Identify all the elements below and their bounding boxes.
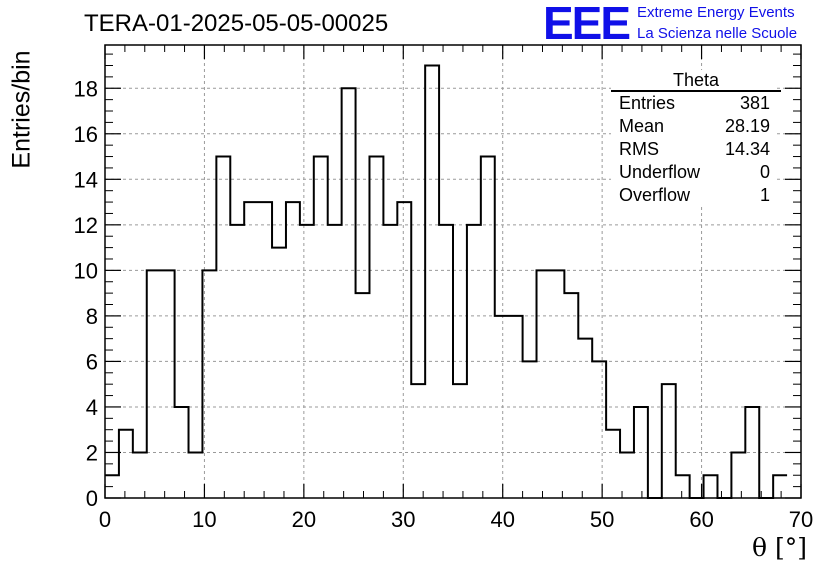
histogram-bin bbox=[731, 452, 745, 498]
y-tick-label: 0 bbox=[86, 486, 98, 511]
y-tick-label: 16 bbox=[74, 122, 98, 147]
stats-label: RMS bbox=[619, 139, 659, 159]
stats-value: 14.34 bbox=[724, 139, 770, 159]
histogram-bin bbox=[523, 361, 537, 498]
y-tick-label: 8 bbox=[86, 304, 98, 329]
eee-logo: EEE bbox=[543, 0, 631, 49]
x-axis-label: θ [°] bbox=[752, 533, 808, 562]
stats-title: Theta bbox=[611, 70, 781, 92]
chart-title: TERA-01-2025-05-05-00025 bbox=[84, 10, 389, 37]
x-tick-label: 0 bbox=[99, 507, 111, 532]
stats-row-mean: Mean 28.19 bbox=[611, 115, 777, 138]
y-tick-label: 18 bbox=[74, 76, 98, 101]
x-tick-label: 40 bbox=[490, 507, 514, 532]
x-tick-labels: 0 10 20 30 40 50 60 70 bbox=[99, 507, 813, 532]
stats-label: Mean bbox=[619, 116, 665, 136]
histogram-bin bbox=[537, 270, 551, 498]
x-tick-label: 20 bbox=[292, 507, 316, 532]
y-tick-label: 12 bbox=[74, 213, 98, 238]
logo-tagline-1: Extreme Energy Events bbox=[637, 4, 795, 21]
histogram-bin bbox=[676, 475, 690, 498]
histogram-bin bbox=[550, 270, 564, 498]
stats-label: Underflow bbox=[619, 162, 701, 182]
histogram-bin bbox=[314, 157, 328, 498]
histogram-bin bbox=[161, 270, 175, 498]
plot-frame bbox=[104, 44, 802, 499]
stats-value: 0 bbox=[759, 162, 770, 182]
y-tick-labels: 0 2 4 6 8 10 12 14 16 18 bbox=[74, 76, 98, 511]
stats-box: Theta Entries 381 Mean 28.19 RMS 14.34 U… bbox=[611, 70, 781, 207]
histogram-bin bbox=[189, 452, 203, 498]
y-tick-label: 6 bbox=[86, 349, 98, 374]
histogram-bin bbox=[356, 293, 370, 498]
histogram-bin bbox=[453, 384, 467, 498]
y-tick-label: 10 bbox=[74, 258, 98, 283]
stats-row-entries: Entries 381 bbox=[611, 92, 777, 115]
histogram-outline bbox=[105, 64, 788, 499]
histogram-bin bbox=[147, 270, 161, 498]
x-tick-label: 50 bbox=[590, 507, 614, 532]
y-tick-label: 4 bbox=[86, 395, 98, 420]
histogram-bin bbox=[704, 475, 718, 498]
histogram-bin bbox=[662, 384, 676, 498]
histogram-bin bbox=[342, 88, 356, 498]
stats-label: Entries bbox=[619, 93, 676, 113]
histogram-bin bbox=[606, 430, 620, 498]
histogram-bin bbox=[773, 475, 787, 498]
histogram-bin bbox=[175, 407, 189, 498]
histogram-bin bbox=[244, 202, 258, 498]
logo-tagline-2: La Scienza nelle Scuole bbox=[637, 25, 798, 42]
histogram-bin bbox=[369, 157, 383, 498]
stats-label: Overflow bbox=[619, 185, 691, 205]
histogram-bin bbox=[119, 430, 133, 498]
histogram-bin bbox=[258, 202, 272, 498]
histogram-bin bbox=[272, 248, 286, 498]
x-tick-label: 60 bbox=[689, 507, 713, 532]
histogram-bin bbox=[397, 202, 411, 498]
axis-ticks bbox=[104, 45, 802, 499]
histogram-bin bbox=[481, 157, 495, 498]
stats-row-overflow: Overflow 1 bbox=[611, 184, 777, 207]
histogram-bin bbox=[411, 384, 425, 498]
y-tick-label: 2 bbox=[86, 440, 98, 465]
stats-row-underflow: Underflow 0 bbox=[611, 161, 777, 184]
histogram-bin bbox=[286, 202, 300, 498]
stats-value: 28.19 bbox=[724, 116, 770, 136]
histogram-bin bbox=[592, 361, 606, 498]
stats-value: 1 bbox=[759, 185, 770, 205]
x-tick-label: 30 bbox=[391, 507, 415, 532]
stats-value: 381 bbox=[739, 93, 770, 113]
y-tick-label: 14 bbox=[74, 167, 98, 192]
histogram-bin bbox=[564, 293, 578, 498]
x-tick-label: 10 bbox=[192, 507, 216, 532]
histogram-bin bbox=[425, 65, 439, 498]
histogram-bin bbox=[216, 157, 230, 498]
x-tick-label: 70 bbox=[789, 507, 813, 532]
stats-row-rms: RMS 14.34 bbox=[611, 138, 777, 161]
histogram-bin bbox=[578, 339, 592, 498]
y-axis-label: Entries/bin bbox=[7, 50, 36, 169]
